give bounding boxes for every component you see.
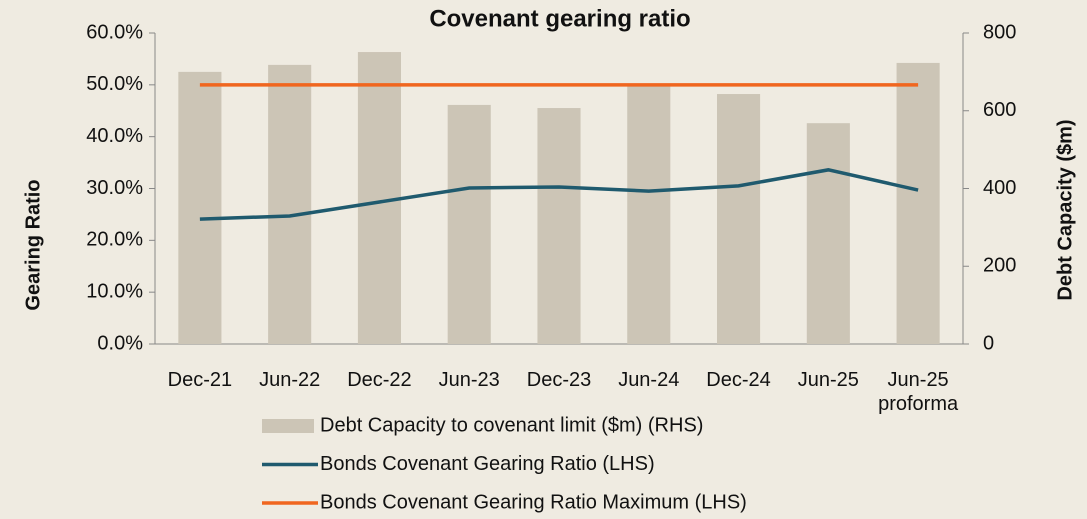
x-tick-label: Dec-22 xyxy=(347,369,412,391)
y-axis-title: Gearing Ratio xyxy=(22,179,44,310)
bar xyxy=(717,94,761,344)
y-tick-label: 50.0% xyxy=(86,73,143,95)
y2-tick-label: 200 xyxy=(983,255,1016,277)
y2-tick-label: 800 xyxy=(983,21,1016,43)
x-tick-label: Dec-23 xyxy=(526,369,592,391)
legend-label: Debt Capacity to covenant limit ($m) (RH… xyxy=(320,414,703,436)
chart-title: Covenant gearing ratio xyxy=(429,5,690,32)
x-tick-label: Jun-25 proforma xyxy=(878,369,959,415)
y-tick-label: 30.0% xyxy=(86,177,143,199)
y-tick-label: 10.0% xyxy=(86,280,143,302)
y-tick-label: 20.0% xyxy=(86,229,143,251)
legend-label: Bonds Covenant Gearing Ratio Maximum (LH… xyxy=(320,491,747,513)
bar xyxy=(806,123,850,344)
bar xyxy=(537,108,581,344)
y-tick-label: 40.0% xyxy=(86,125,143,147)
y2-tick-label: 0 xyxy=(983,332,994,354)
bar xyxy=(447,104,491,344)
y2-tick-label: 600 xyxy=(983,99,1016,121)
line xyxy=(199,168,919,221)
x-tick-label: Jun-25 xyxy=(797,369,859,391)
x-tick-label: Dec-24 xyxy=(706,369,771,391)
legend-swatch xyxy=(262,419,314,433)
y2-tick-label: 400 xyxy=(983,177,1016,199)
y-tick-label: 60.0% xyxy=(86,21,143,43)
bar xyxy=(627,83,671,344)
y2-axis-title: Debt Capacity ($m) xyxy=(1054,119,1076,300)
bar xyxy=(896,62,940,345)
bar xyxy=(178,71,222,344)
x-tick-label: Jun-22 xyxy=(259,369,321,391)
y-tick-label: 0.0% xyxy=(97,332,143,354)
legend-label: Bonds Covenant Gearing Ratio (LHS) xyxy=(320,453,655,475)
bar xyxy=(268,64,312,344)
x-tick-label: Jun-24 xyxy=(618,369,680,391)
x-tick-label: Dec-21 xyxy=(167,369,233,391)
x-tick-label: Jun-23 xyxy=(438,369,500,391)
